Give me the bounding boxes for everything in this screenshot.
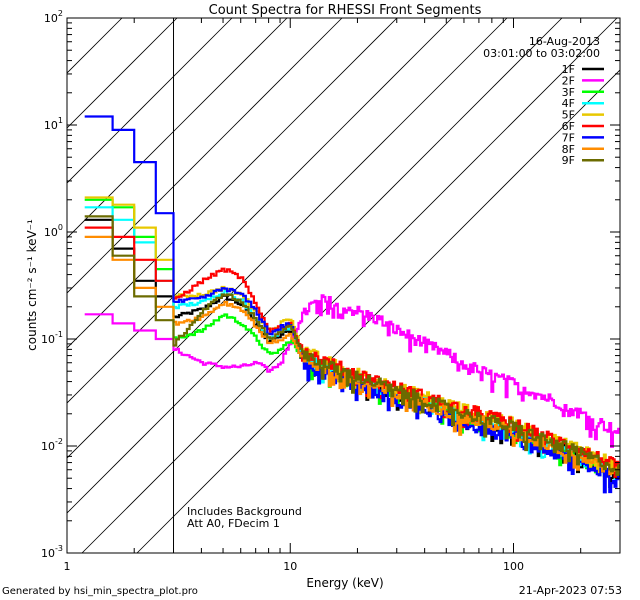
date-label: 16-Aug-2013 <box>529 35 600 48</box>
series-8F-line <box>84 235 620 476</box>
legend-label: 3F <box>562 86 575 99</box>
hatch-line <box>81 18 618 553</box>
plot-frame <box>66 17 621 554</box>
y-axis-label: counts cm⁻² s⁻¹ keV⁻¹ <box>25 219 39 351</box>
hatch-line <box>67 18 178 129</box>
hatch-line <box>136 69 620 553</box>
series-2F-line <box>84 294 620 448</box>
hatch-line <box>67 18 508 459</box>
chart-title: Count Spectra for RHESSI Front Segments <box>209 3 482 18</box>
y-tick-label: 10-2 <box>41 437 63 453</box>
hatch-line <box>67 18 288 239</box>
legend-label: 5F <box>562 109 575 122</box>
hatch-line <box>67 18 123 74</box>
x-axis-label: Energy (keV) <box>306 576 383 590</box>
y-tick-label: 100 <box>44 223 63 239</box>
series-5F-line <box>84 196 620 475</box>
time-range-label: 03:01:00 to 03:02:00 <box>483 47 600 60</box>
hatch-line <box>67 18 563 514</box>
legend-label: 8F <box>562 143 575 156</box>
legend-label: 7F <box>562 131 575 144</box>
hatch-line <box>67 18 398 349</box>
legend-label: 9F <box>562 154 575 167</box>
x-tick-label: 100 <box>503 560 524 573</box>
legend-label: 1F <box>562 63 575 76</box>
x-tick-label: 10 <box>283 560 297 573</box>
x-tick-label: 1 <box>64 560 71 573</box>
legend-label: 4F <box>562 97 575 110</box>
legend-label: 6F <box>562 120 575 133</box>
excluded-region <box>67 18 620 553</box>
annotation-background: Includes Background <box>187 505 302 518</box>
legend-label: 2F <box>562 74 575 87</box>
hatch-line <box>67 18 233 184</box>
generated-by-label: Generated by hsi_min_spectra_plot.pro <box>2 586 198 597</box>
hatch-line <box>67 18 343 294</box>
annotation-attenuator: Att A0, FDecim 1 <box>187 517 280 530</box>
y-tick-label: 10-1 <box>41 330 63 346</box>
series-9F-line <box>84 215 620 476</box>
y-tick-label: 102 <box>44 9 63 25</box>
y-tick-label: 10-3 <box>41 544 63 560</box>
y-tick-label: 101 <box>44 116 63 132</box>
hatch-line <box>67 18 453 404</box>
timestamp-label: 21-Apr-2023 07:53 <box>519 584 622 597</box>
